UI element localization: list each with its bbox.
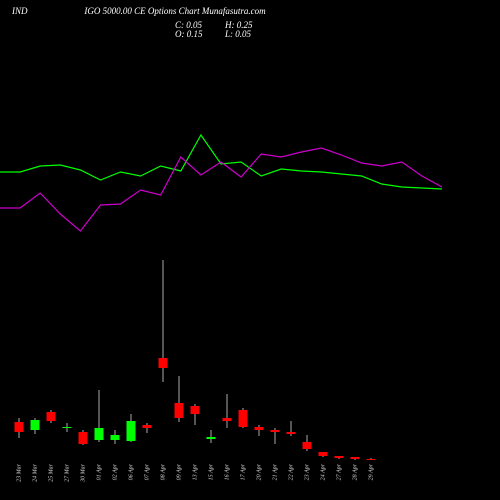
candle-body bbox=[190, 406, 200, 414]
x-tick-label: 09 Apr bbox=[176, 463, 182, 480]
candle-body bbox=[302, 442, 312, 449]
x-tick-label: 23 Apr bbox=[304, 463, 310, 480]
x-tick-label: 27 Mar bbox=[64, 463, 70, 481]
open-label: O: 0.15 bbox=[175, 29, 203, 39]
candle-body bbox=[222, 418, 232, 421]
candle-body bbox=[334, 456, 344, 458]
indicator-line bbox=[0, 133, 443, 190]
candle-body bbox=[78, 432, 88, 444]
x-tick-label: 02 Apr bbox=[112, 463, 118, 480]
candle-body bbox=[62, 427, 72, 428]
high-label: H: 0.25 bbox=[224, 20, 253, 30]
x-tick-label: 20 Apr bbox=[256, 463, 262, 480]
x-tick-label: 29 Apr bbox=[368, 463, 374, 480]
low-label: L: 0.05 bbox=[224, 29, 252, 39]
candle-body bbox=[286, 432, 296, 434]
candle-body bbox=[206, 437, 216, 439]
x-tick-label: 13 Apr bbox=[192, 463, 198, 480]
chart-subtitle: IGO 5000.00 CE Options Chart Munafasutra… bbox=[83, 6, 266, 16]
x-tick-label: 23 Mar bbox=[16, 463, 22, 481]
candle-body bbox=[366, 459, 376, 460]
x-tick-label: 21 Apr bbox=[272, 463, 278, 480]
x-tick-label: 17 Apr bbox=[240, 463, 246, 480]
x-tick-label: 24 Mar bbox=[31, 463, 38, 481]
x-tick-label: 28 Apr bbox=[352, 463, 358, 480]
candle-body bbox=[254, 427, 264, 430]
x-tick-label: 06 Apr bbox=[128, 463, 134, 480]
x-tick-label: 25 Mar bbox=[48, 463, 54, 481]
x-tick-label: 22 Apr bbox=[288, 463, 294, 480]
x-tick-label: 30 Mar bbox=[80, 463, 86, 482]
candle-body bbox=[30, 420, 40, 430]
candle-body bbox=[238, 410, 248, 427]
x-tick-label: 15 Apr bbox=[208, 463, 214, 480]
candle-body bbox=[158, 358, 168, 368]
x-tick-label: 27 Apr bbox=[336, 463, 342, 480]
x-tick-label: 16 Apr bbox=[224, 463, 230, 480]
candle-body bbox=[94, 428, 104, 440]
candle-body bbox=[110, 435, 120, 440]
x-tick-label: 08 Apr bbox=[160, 463, 166, 480]
candle-body bbox=[350, 457, 360, 459]
indicator-line bbox=[0, 147, 443, 232]
candle-body bbox=[174, 403, 184, 418]
candle-body bbox=[318, 452, 328, 456]
candle-body bbox=[270, 430, 280, 432]
close-label: C: 0.05 bbox=[175, 20, 203, 30]
candle-body bbox=[14, 422, 24, 432]
candle-body bbox=[126, 421, 136, 441]
x-tick-label: 01 Apr bbox=[96, 463, 102, 480]
x-tick-label: 24 Apr bbox=[319, 463, 326, 480]
chart-title: IND bbox=[11, 6, 28, 16]
candle-body bbox=[142, 425, 152, 428]
x-tick-label: 07 Apr bbox=[144, 463, 150, 480]
candle-body bbox=[46, 412, 56, 421]
